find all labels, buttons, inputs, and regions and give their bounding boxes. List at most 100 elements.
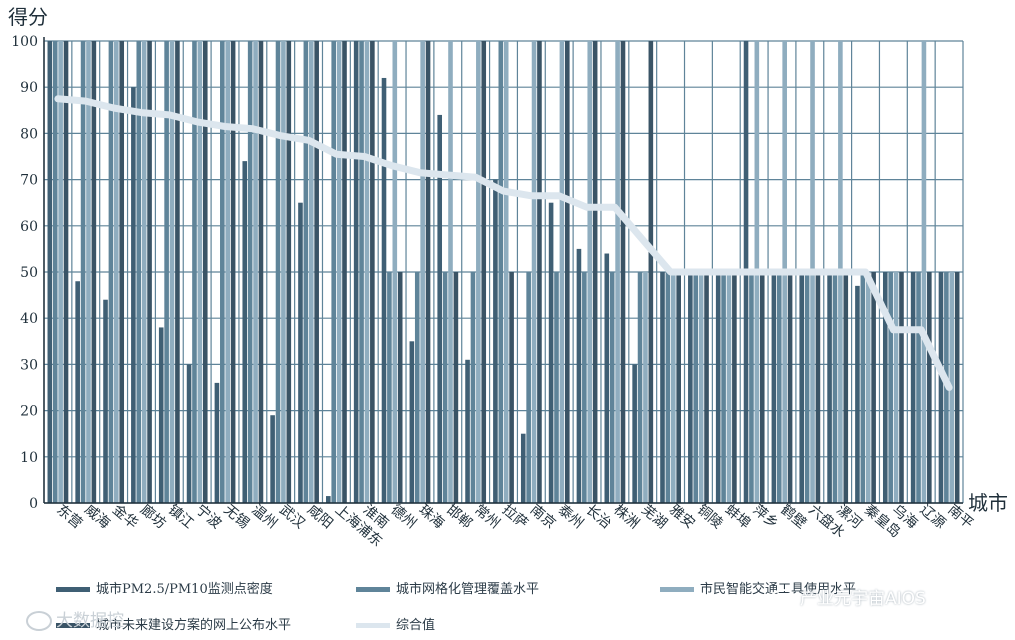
bar [576,248,582,503]
bar [409,341,415,503]
bar [721,272,726,503]
bar [843,272,849,503]
legend-swatch-plan-publication [56,623,90,628]
bar [604,253,610,503]
bar [470,272,476,503]
bar [359,41,364,503]
bar [230,41,236,503]
bar [164,41,169,503]
bar [286,41,292,503]
bar [258,41,264,503]
y-tick-label: 20 [20,404,38,420]
legend-label-plan-publication: 城市未来建设方案的网上公布水平 [96,618,292,633]
bar [86,41,91,503]
x-tick-label: 东营 [53,502,85,532]
bar [420,41,425,503]
legend-item-composite: 综合值 [356,614,435,633]
bar [103,299,108,503]
x-tick-label: 邯郸 [443,502,475,532]
bar [526,272,531,503]
bar [899,272,904,503]
bar [314,41,319,503]
bar [442,272,448,503]
y-tick-label: 60 [20,219,38,235]
y-tick-label: 70 [20,173,38,189]
bar [197,41,203,503]
x-tick-label: 无锡 [220,502,252,532]
x-tick-label: 常州 [471,502,503,532]
bar [387,272,392,503]
watermark-right-icon [770,589,796,609]
bar [938,272,944,503]
bar [119,41,125,503]
x-tick-label: 长治 [582,502,614,532]
y-tick-label: 10 [20,450,38,466]
bar [342,41,347,503]
bar [253,41,258,503]
x-tick-label: 铜陵 [694,502,726,532]
watermark-left-icon [26,611,52,631]
bar [698,272,704,503]
bar [192,41,197,503]
legend-item-grid-coverage: 城市网格化管理覆盖水平 [356,578,539,597]
y-tick-label: 50 [20,265,38,281]
bar [660,272,665,503]
watermark-right-text: 产业元宇宙AIOS [800,589,926,609]
bar [270,415,275,503]
x-tick-label: 温州 [248,502,280,532]
bar [80,41,86,503]
bar [520,433,526,503]
bar [804,272,810,503]
bar [225,41,231,503]
bar [336,41,342,503]
x-tick-label: 南京 [527,502,559,532]
bar [882,272,888,503]
y-axis-title: 得分 [8,5,48,29]
bar [392,41,398,503]
line-layer [54,95,953,391]
bar [587,41,593,503]
bar [58,41,63,503]
bar [331,41,337,503]
bar [476,41,481,503]
bar [927,272,932,503]
bar [136,41,142,503]
bar [910,272,916,503]
x-tick-label: 武汉 [276,502,308,532]
bar [186,364,192,503]
watermark-right: 产业元宇宙AIOS [770,584,926,609]
bar [281,41,286,503]
bar [637,272,643,503]
bar [893,272,899,503]
x-tick-label: 金华 [109,502,141,532]
bar [493,179,498,503]
x-tick-label: 珠海 [415,502,447,532]
bar [954,272,960,503]
bar [326,496,331,503]
x-tick-label: 萍乡 [750,502,782,532]
bar [865,272,871,503]
bar [916,272,921,503]
bar [665,272,671,503]
bar [559,41,565,503]
bar [564,41,570,503]
y-tick-label: 0 [29,496,38,512]
bar [632,364,637,503]
x-tick-label: 泰州 [555,502,587,532]
composite-line [54,95,953,391]
bar [615,41,620,503]
bar [676,272,681,503]
bar [759,272,765,503]
bar [787,272,793,503]
bar [704,272,709,503]
bar [827,272,832,503]
bar [888,272,893,503]
legend-swatch-composite [356,623,390,628]
bar [732,272,737,503]
bar [815,272,821,503]
bar [465,359,470,503]
bar [554,272,559,503]
bar [381,77,387,504]
